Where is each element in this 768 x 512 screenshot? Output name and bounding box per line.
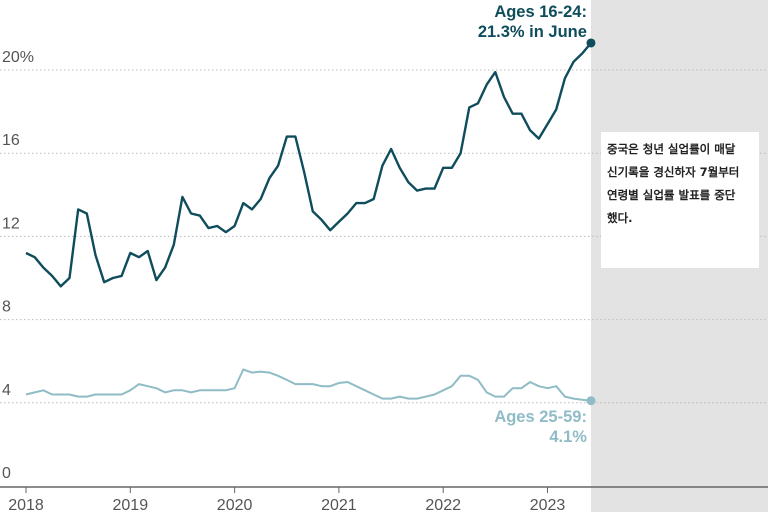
series-label: Ages 16-24:	[494, 3, 587, 21]
series-line-ages-25-59	[25, 368, 592, 402]
x-tick-label: 2018	[8, 497, 44, 512]
x-tick-label: 2019	[113, 497, 149, 512]
series-label: 4.1%	[549, 428, 587, 446]
annotation-line: 연령별 실업률 발표를 중단	[607, 188, 736, 202]
series-label: Ages 25-59:	[494, 408, 587, 426]
series-label: 21.3% in June	[478, 23, 587, 41]
x-tick-label: 2022	[425, 497, 461, 512]
y-tick-label: 0	[2, 465, 11, 482]
x-tick-label: 2023	[530, 497, 566, 512]
y-tick-label: 12	[2, 215, 20, 232]
series-line-ages-16-24	[25, 42, 592, 288]
y-tick-label: 16	[2, 132, 20, 149]
annotation-line: 신기록을 경신하자 7월부터	[607, 165, 740, 179]
x-tick-label: 2021	[321, 497, 357, 512]
y-tick-label: 8	[2, 299, 11, 316]
y-tick-label: 4	[2, 382, 11, 399]
annotation-line: 했다.	[607, 211, 633, 225]
y-tick-label: 20%	[2, 49, 34, 66]
annotation-line: 중국은 청년 실업률이 매달	[607, 142, 736, 156]
x-tick-label: 2020	[217, 497, 253, 512]
annotation-box: 중국은 청년 실업률이 매달 신기록을 경신하자 7월부터 연령별 실업률 발표…	[601, 132, 759, 268]
series-endpoint	[586, 38, 596, 48]
series-endpoint	[586, 396, 596, 406]
